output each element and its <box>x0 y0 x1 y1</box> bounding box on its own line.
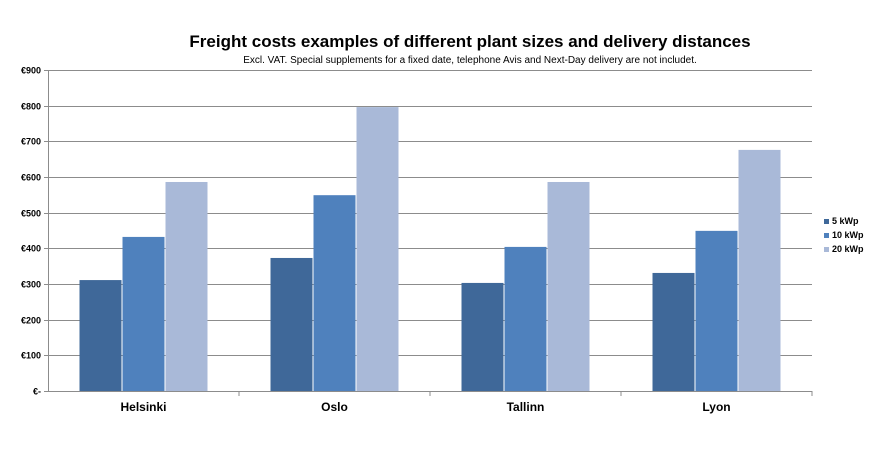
x-tick-label: Tallinn <box>507 400 545 414</box>
y-tick-label: €600 <box>21 173 41 183</box>
bar-helsinki-10kwp <box>122 236 165 391</box>
y-tick-label: €700 <box>21 137 41 147</box>
bar-lyon-5kwp <box>652 272 695 391</box>
bars <box>79 107 781 392</box>
bar-tallinn-10kwp <box>504 246 547 391</box>
y-tick-label: €100 <box>21 351 41 361</box>
x-tick-label: Lyon <box>702 400 730 414</box>
x-tick-label: Helsinki <box>120 400 166 414</box>
x-tick-label: Oslo <box>321 400 348 414</box>
bar-oslo-10kwp <box>313 195 356 391</box>
legend-label: 10 kWp <box>832 230 864 240</box>
bar-helsinki-5kwp <box>79 280 122 391</box>
bar-lyon-10kwp <box>695 230 738 391</box>
chart-subtitle: Excl. VAT. Special supplements for a fix… <box>243 55 697 66</box>
bar-tallinn-5kwp <box>461 282 504 391</box>
legend-label: 5 kWp <box>832 216 859 226</box>
chart-title: Freight costs examples of different plan… <box>189 32 750 51</box>
legend: 5 kWp 10 kWp 20 kWp <box>824 216 864 254</box>
legend-swatch <box>824 219 829 224</box>
bar-tallinn-20kwp <box>547 181 590 391</box>
legend-label: 20 kWp <box>832 244 864 254</box>
legend-swatch <box>824 233 829 238</box>
y-tick-label: €900 <box>21 66 41 76</box>
y-tick-label: €500 <box>21 209 41 219</box>
axes: €- €100 €200 €300 €400 €500 €600 €700 €800 €900 He… <box>21 66 813 414</box>
legend-swatch <box>824 247 829 252</box>
bar-oslo-5kwp <box>270 257 313 391</box>
y-tick-label: €400 <box>21 244 41 254</box>
y-tick-label: €200 <box>21 316 41 326</box>
bar-lyon-20kwp <box>738 149 781 391</box>
y-tick-label: €- <box>33 387 41 397</box>
bar-helsinki-20kwp <box>165 181 208 391</box>
y-tick-label: €800 <box>21 102 41 112</box>
bar-oslo-20kwp <box>356 107 399 392</box>
y-tick-label: €300 <box>21 280 41 290</box>
